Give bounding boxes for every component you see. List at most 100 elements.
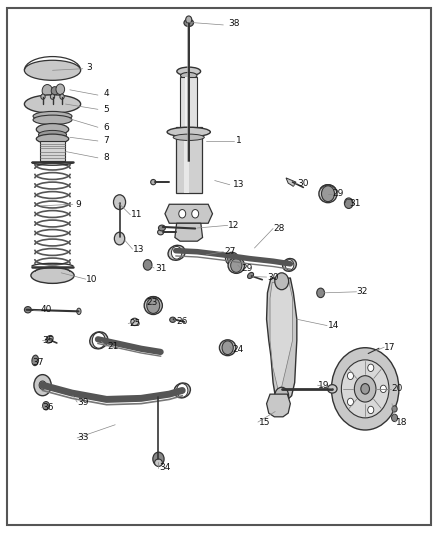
Ellipse shape bbox=[247, 272, 254, 278]
Ellipse shape bbox=[158, 230, 164, 235]
Circle shape bbox=[186, 16, 192, 23]
Text: 10: 10 bbox=[86, 274, 97, 284]
Ellipse shape bbox=[31, 268, 74, 284]
Text: 25: 25 bbox=[129, 319, 140, 328]
Ellipse shape bbox=[46, 335, 53, 343]
Circle shape bbox=[147, 297, 160, 313]
Ellipse shape bbox=[32, 355, 39, 366]
Ellipse shape bbox=[155, 459, 162, 466]
Text: 37: 37 bbox=[32, 358, 44, 367]
Polygon shape bbox=[175, 223, 202, 241]
Circle shape bbox=[392, 406, 397, 412]
Circle shape bbox=[42, 85, 53, 97]
Text: 17: 17 bbox=[384, 343, 396, 352]
Text: 35: 35 bbox=[42, 336, 54, 345]
Text: 20: 20 bbox=[392, 384, 403, 393]
Text: 23: 23 bbox=[146, 298, 158, 307]
Circle shape bbox=[317, 288, 325, 297]
FancyBboxPatch shape bbox=[185, 77, 190, 128]
Circle shape bbox=[368, 406, 374, 414]
Circle shape bbox=[354, 376, 376, 402]
Text: 29: 29 bbox=[332, 189, 343, 198]
Circle shape bbox=[171, 246, 182, 259]
Text: 18: 18 bbox=[396, 417, 407, 426]
FancyBboxPatch shape bbox=[176, 127, 202, 192]
Text: 31: 31 bbox=[155, 264, 166, 272]
Ellipse shape bbox=[283, 259, 297, 271]
Ellipse shape bbox=[151, 180, 156, 185]
Ellipse shape bbox=[36, 134, 69, 143]
Text: 5: 5 bbox=[104, 105, 110, 114]
Ellipse shape bbox=[36, 124, 69, 135]
Text: 29: 29 bbox=[241, 264, 253, 272]
Circle shape bbox=[347, 372, 353, 379]
Circle shape bbox=[228, 253, 236, 264]
Circle shape bbox=[92, 333, 105, 348]
Ellipse shape bbox=[33, 115, 72, 125]
Ellipse shape bbox=[144, 296, 162, 314]
Ellipse shape bbox=[219, 340, 236, 356]
Circle shape bbox=[41, 94, 45, 99]
Text: 13: 13 bbox=[133, 245, 145, 254]
Text: 30: 30 bbox=[297, 179, 309, 188]
Text: 39: 39 bbox=[77, 398, 88, 407]
Ellipse shape bbox=[159, 225, 166, 231]
Ellipse shape bbox=[319, 185, 337, 203]
Circle shape bbox=[231, 259, 242, 272]
Text: 7: 7 bbox=[104, 136, 110, 146]
Ellipse shape bbox=[33, 111, 72, 121]
Circle shape bbox=[113, 195, 126, 209]
Text: 19: 19 bbox=[318, 381, 329, 390]
Ellipse shape bbox=[354, 375, 368, 399]
Circle shape bbox=[347, 398, 353, 406]
Circle shape bbox=[344, 198, 353, 208]
Circle shape bbox=[177, 384, 188, 397]
Circle shape bbox=[56, 84, 65, 94]
Text: 11: 11 bbox=[131, 211, 143, 219]
Circle shape bbox=[368, 364, 374, 372]
FancyBboxPatch shape bbox=[184, 127, 189, 192]
Circle shape bbox=[275, 273, 289, 290]
Text: 4: 4 bbox=[104, 89, 110, 98]
Ellipse shape bbox=[131, 318, 138, 326]
Text: 21: 21 bbox=[107, 342, 119, 351]
FancyBboxPatch shape bbox=[39, 141, 66, 161]
Polygon shape bbox=[267, 278, 297, 401]
Polygon shape bbox=[286, 178, 296, 187]
Text: 1: 1 bbox=[236, 136, 241, 146]
Text: 36: 36 bbox=[42, 403, 54, 413]
Ellipse shape bbox=[170, 317, 176, 322]
Ellipse shape bbox=[39, 131, 67, 139]
Text: 9: 9 bbox=[76, 200, 81, 209]
Ellipse shape bbox=[168, 245, 185, 260]
Circle shape bbox=[341, 360, 389, 418]
Circle shape bbox=[192, 209, 199, 218]
Text: 34: 34 bbox=[159, 464, 171, 472]
Text: 24: 24 bbox=[233, 345, 244, 354]
Ellipse shape bbox=[226, 252, 238, 265]
Text: 27: 27 bbox=[224, 247, 236, 256]
Ellipse shape bbox=[328, 385, 337, 393]
Circle shape bbox=[114, 232, 125, 245]
Circle shape bbox=[222, 341, 233, 354]
Ellipse shape bbox=[25, 306, 32, 313]
Circle shape bbox=[275, 387, 289, 404]
Ellipse shape bbox=[167, 127, 210, 137]
Text: 14: 14 bbox=[328, 321, 339, 330]
Text: 33: 33 bbox=[77, 433, 88, 442]
Text: 3: 3 bbox=[86, 62, 92, 71]
Text: 38: 38 bbox=[228, 19, 240, 28]
Circle shape bbox=[285, 260, 294, 270]
Text: 13: 13 bbox=[233, 180, 244, 189]
Circle shape bbox=[332, 348, 399, 430]
Text: 26: 26 bbox=[177, 317, 188, 326]
Ellipse shape bbox=[174, 383, 191, 398]
Ellipse shape bbox=[184, 19, 194, 27]
Circle shape bbox=[392, 414, 398, 422]
Polygon shape bbox=[270, 282, 293, 395]
Polygon shape bbox=[267, 394, 290, 417]
Circle shape bbox=[34, 375, 51, 395]
Circle shape bbox=[361, 384, 370, 394]
Ellipse shape bbox=[25, 95, 81, 114]
Text: 8: 8 bbox=[104, 154, 110, 163]
